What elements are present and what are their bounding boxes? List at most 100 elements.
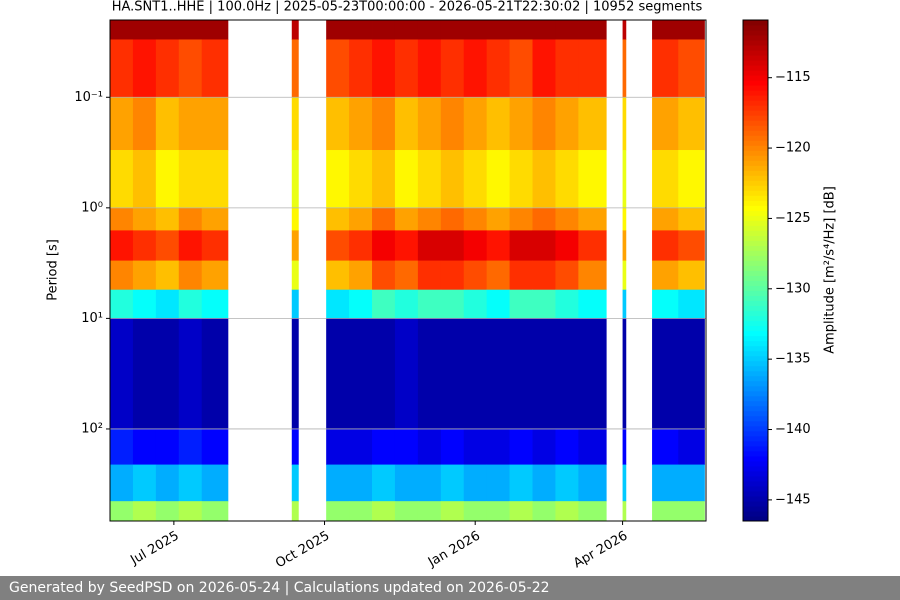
colorbar-step bbox=[743, 285, 768, 292]
cell bbox=[201, 230, 229, 261]
cell bbox=[486, 260, 510, 291]
cell bbox=[110, 318, 134, 430]
cell bbox=[463, 501, 488, 522]
cell bbox=[201, 318, 229, 430]
cell bbox=[132, 318, 157, 430]
cell bbox=[201, 97, 229, 151]
cell bbox=[110, 97, 134, 151]
cell bbox=[394, 289, 419, 319]
colorbar-step bbox=[743, 215, 768, 221]
cell bbox=[417, 97, 442, 151]
cell bbox=[372, 289, 396, 319]
cell bbox=[555, 97, 579, 151]
cell bbox=[291, 428, 299, 465]
colorbar-tick-label: −125 bbox=[775, 211, 811, 226]
cell bbox=[440, 260, 465, 291]
cell bbox=[349, 39, 373, 98]
cell bbox=[463, 207, 488, 231]
cell bbox=[417, 501, 442, 522]
cell bbox=[155, 39, 180, 98]
cell bbox=[394, 464, 419, 502]
colorbar-step bbox=[743, 325, 768, 332]
colorbar-tick-label: −135 bbox=[775, 352, 811, 367]
cell bbox=[440, 501, 465, 522]
cell bbox=[486, 318, 510, 430]
cell bbox=[486, 428, 510, 465]
cell bbox=[555, 464, 579, 502]
cell bbox=[622, 428, 627, 465]
cell bbox=[486, 501, 510, 522]
colorbar-step bbox=[743, 500, 768, 507]
colorbar-label: Amplitude [m²/s⁴/Hz] [dB] bbox=[823, 186, 838, 354]
cell bbox=[578, 260, 607, 291]
cell bbox=[349, 230, 373, 261]
plot-frame bbox=[109, 19, 707, 522]
cell bbox=[132, 260, 157, 291]
cell bbox=[326, 39, 350, 98]
cell bbox=[652, 150, 679, 209]
cell bbox=[440, 39, 465, 98]
cell bbox=[155, 464, 180, 502]
colorbar-step bbox=[743, 140, 768, 146]
cell bbox=[622, 207, 627, 231]
cell bbox=[201, 428, 229, 465]
cell bbox=[532, 20, 556, 40]
colorbar-step bbox=[743, 40, 768, 46]
cell bbox=[678, 318, 705, 430]
colorbar-step bbox=[743, 65, 768, 71]
cell bbox=[532, 39, 556, 98]
cell bbox=[578, 428, 607, 465]
cell bbox=[155, 207, 180, 231]
cell bbox=[509, 230, 533, 261]
cell bbox=[678, 150, 705, 209]
x-tick-label: Jul 2025 bbox=[127, 529, 181, 569]
colorbar-step bbox=[743, 350, 768, 357]
colorbar-step bbox=[743, 155, 768, 161]
cell bbox=[509, 428, 533, 465]
colorbar-step bbox=[743, 430, 768, 437]
colorbar-step bbox=[743, 205, 768, 211]
colorbar-step bbox=[743, 20, 768, 26]
cell bbox=[463, 230, 488, 261]
cell bbox=[555, 230, 579, 261]
cell bbox=[155, 97, 180, 151]
colorbar-step bbox=[743, 100, 768, 106]
cell bbox=[178, 501, 203, 522]
cell bbox=[291, 289, 299, 319]
cell bbox=[132, 97, 157, 151]
colorbar-step bbox=[743, 445, 768, 452]
cell bbox=[678, 230, 705, 261]
cell bbox=[349, 318, 373, 430]
colorbar-step bbox=[743, 310, 768, 317]
cell bbox=[509, 501, 533, 522]
cell bbox=[578, 207, 607, 231]
cell bbox=[578, 501, 607, 522]
cell bbox=[349, 20, 373, 40]
cell bbox=[486, 207, 510, 231]
colorbar-frame bbox=[742, 19, 769, 522]
cell bbox=[326, 464, 350, 502]
cell bbox=[532, 97, 556, 151]
colorbar-step bbox=[743, 370, 768, 377]
colorbar-step bbox=[743, 515, 768, 522]
cell bbox=[486, 39, 510, 98]
colorbar-step bbox=[743, 300, 768, 307]
cell bbox=[578, 20, 607, 40]
colorbar-step bbox=[743, 190, 768, 196]
cell bbox=[110, 464, 134, 502]
cell bbox=[155, 428, 180, 465]
cell bbox=[532, 318, 556, 430]
cell bbox=[417, 428, 442, 465]
cell bbox=[394, 428, 419, 465]
cell bbox=[417, 39, 442, 98]
colorbar-step bbox=[743, 130, 768, 136]
cell bbox=[155, 289, 180, 319]
colorbar-step bbox=[743, 235, 768, 241]
cell bbox=[652, 289, 679, 319]
colorbar-step bbox=[743, 455, 768, 462]
cell bbox=[110, 501, 134, 522]
cell bbox=[201, 150, 229, 209]
x-tick-label: Jan 2026 bbox=[425, 529, 483, 571]
cell bbox=[291, 318, 299, 430]
